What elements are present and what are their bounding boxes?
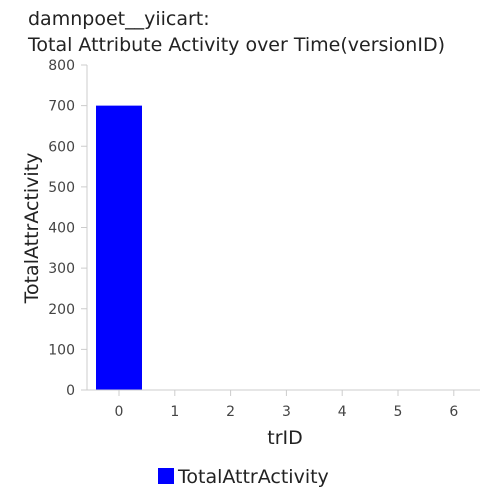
legend: TotalAttrActivity (158, 466, 329, 488)
x-tick-label: 0 (115, 404, 124, 420)
legend-label: TotalAttrActivity (177, 466, 329, 488)
x-tick-label: 5 (394, 404, 403, 420)
x-tick-label: 4 (338, 404, 347, 420)
y-tick-label: 500 (48, 180, 75, 196)
y-tick-label: 100 (48, 342, 75, 358)
chart-title-line2: Total Attribute Activity over Time(versi… (27, 34, 445, 56)
y-tick-label: 300 (48, 261, 75, 277)
x-tick-label: 6 (449, 404, 458, 420)
y-tick-label: 200 (48, 302, 75, 318)
y-tick-label: 800 (48, 58, 75, 74)
x-axis-label: trID (267, 427, 303, 449)
y-tick-label: 600 (48, 139, 75, 155)
y-tick-label: 0 (66, 383, 75, 399)
x-tick-label: 2 (226, 404, 235, 420)
x-tick-label: 1 (170, 404, 179, 420)
bar (96, 105, 142, 390)
x-tick-label: 3 (282, 404, 291, 420)
y-tick-label: 400 (48, 221, 75, 237)
y-axis-label: TotalAttrActivity (21, 153, 43, 305)
legend-swatch (158, 468, 174, 484)
plot-area: 0 100 200 300 400 500 600 700 800 0 1 2 3 4 5 6 (48, 58, 458, 420)
chart-title-line1: damnpoet__yiicart: (28, 8, 210, 30)
y-tick-label: 700 (48, 99, 75, 115)
